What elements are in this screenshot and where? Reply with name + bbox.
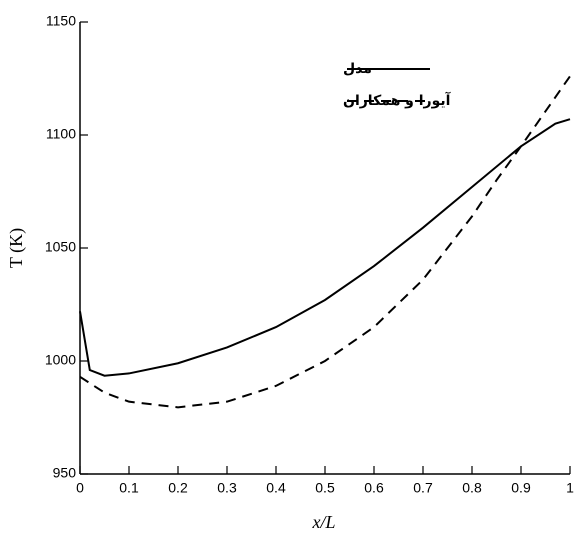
x-tick-label: 0.1: [119, 480, 139, 496]
x-tick-label: 0.4: [266, 480, 286, 496]
series-line: [79, 75, 571, 409]
y-tick-label: 950: [53, 465, 77, 481]
x-tick-label: 1: [566, 480, 574, 496]
y-tick-label: 1050: [45, 239, 76, 255]
x-tick-label: 0.2: [168, 480, 188, 496]
x-tick-label: 0: [76, 480, 84, 496]
y-tick-label: 1150: [46, 13, 76, 29]
x-tick-label: 0.9: [511, 480, 531, 496]
legend-label: مدل: [343, 61, 372, 77]
x-tick-label: 0.3: [217, 480, 237, 496]
y-axis-label: T (K): [6, 228, 27, 268]
x-axis-label: x/L: [311, 512, 335, 532]
x-tick-label: 0.5: [315, 480, 335, 496]
y-tick-label: 1000: [45, 352, 76, 368]
x-tick-label: 0.8: [462, 480, 482, 496]
x-tick-label: 0.7: [413, 480, 433, 496]
legend-label: آیورا و همکاران: [343, 91, 452, 109]
series-line: [79, 118, 571, 377]
y-tick-label: 1100: [46, 126, 76, 142]
x-tick-label: 0.6: [364, 480, 384, 496]
